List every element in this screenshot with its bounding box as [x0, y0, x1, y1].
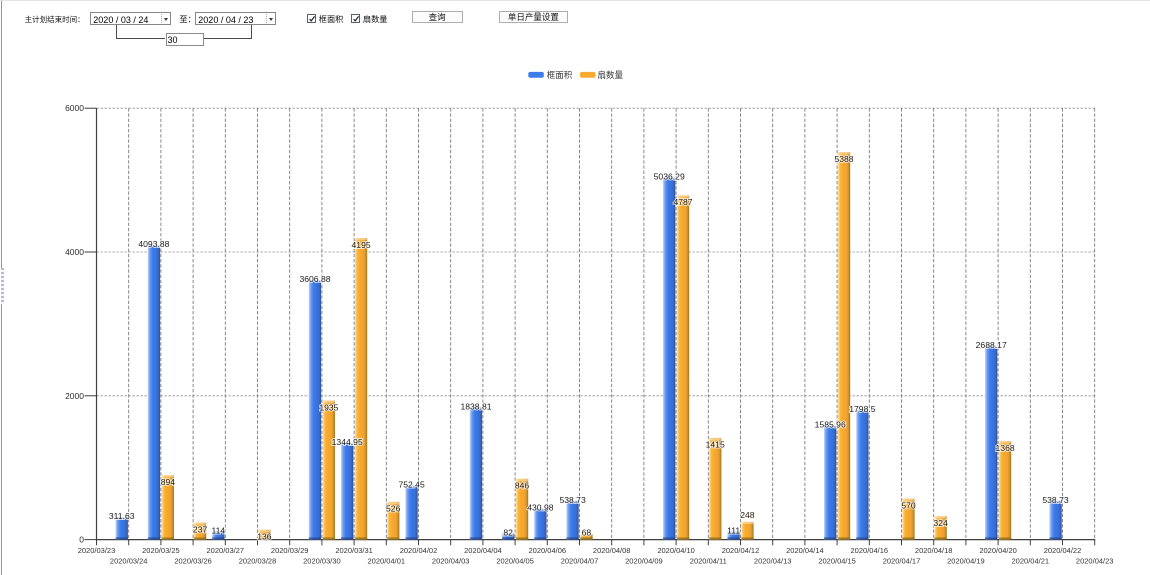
svg-text:526: 526 [386, 504, 401, 514]
svg-text:2020/04/08: 2020/04/08 [593, 546, 631, 555]
svg-text:2020/04/05: 2020/04/05 [496, 556, 534, 565]
svg-text:2020/04/07: 2020/04/07 [561, 556, 599, 565]
svg-text:2020/03/25: 2020/03/25 [142, 546, 180, 555]
svg-text:1585.96: 1585.96 [815, 420, 846, 430]
svg-text:1935: 1935 [319, 402, 338, 412]
svg-text:111: 111 [727, 526, 740, 536]
svg-text:2020/03/24: 2020/03/24 [110, 556, 148, 565]
svg-text:2000: 2000 [65, 391, 84, 401]
svg-text:3606.88: 3606.88 [299, 274, 330, 284]
svg-text:1368: 1368 [996, 443, 1015, 453]
svg-text:5036.29: 5036.29 [654, 171, 685, 181]
svg-text:2020/03/29: 2020/03/29 [271, 546, 309, 555]
svg-text:570: 570 [901, 500, 916, 510]
svg-text:5388: 5388 [834, 154, 853, 164]
svg-text:2020/04/03: 2020/04/03 [432, 556, 470, 565]
svg-text:4000: 4000 [65, 247, 84, 257]
svg-text:114: 114 [211, 525, 225, 535]
svg-text:2020/04/10: 2020/04/10 [657, 546, 695, 555]
svg-text:2020/04/04: 2020/04/04 [464, 546, 502, 555]
svg-text:311.63: 311.63 [109, 511, 135, 521]
svg-text:248: 248 [740, 510, 755, 520]
svg-text:6000: 6000 [65, 103, 84, 113]
svg-text:2020/04/19: 2020/04/19 [947, 556, 985, 565]
svg-text:2020/03/27: 2020/03/27 [207, 546, 245, 555]
svg-text:2020/04/18: 2020/04/18 [915, 546, 953, 555]
svg-text:1415: 1415 [706, 440, 725, 450]
svg-text:2020/04/22: 2020/04/22 [1044, 546, 1082, 555]
svg-text:430.98: 430.98 [527, 503, 554, 513]
svg-text:2020/03/30: 2020/03/30 [303, 556, 341, 565]
svg-text:2020/04/09: 2020/04/09 [625, 556, 663, 565]
svg-text:82: 82 [503, 528, 513, 538]
svg-text:扇数量: 扇数量 [598, 69, 624, 81]
svg-text:2020/04/06: 2020/04/06 [529, 546, 567, 555]
svg-text:894: 894 [161, 477, 176, 487]
svg-text:2688.17: 2688.17 [976, 340, 1007, 350]
svg-text:237: 237 [193, 524, 208, 534]
svg-text:2020/04/12: 2020/04/12 [722, 546, 760, 555]
svg-text:2020/04/02: 2020/04/02 [400, 546, 438, 555]
svg-text:324: 324 [933, 518, 948, 528]
svg-text:1838.81: 1838.81 [460, 401, 491, 411]
svg-text:68: 68 [582, 527, 592, 537]
svg-text:2020/03/31: 2020/03/31 [335, 546, 373, 555]
svg-text:538.73: 538.73 [559, 495, 586, 505]
svg-text:2020/04/20: 2020/04/20 [979, 546, 1017, 555]
svg-text:4787: 4787 [673, 197, 692, 207]
svg-text:4093.88: 4093.88 [138, 239, 169, 249]
svg-text:2020/03/23: 2020/03/23 [78, 546, 116, 555]
svg-text:2020/04/21: 2020/04/21 [1012, 556, 1050, 565]
svg-text:1344.95: 1344.95 [332, 437, 363, 447]
svg-text:1798.5: 1798.5 [849, 404, 876, 414]
svg-text:框面积: 框面积 [547, 69, 573, 81]
svg-text:2020/04/15: 2020/04/15 [818, 556, 856, 565]
svg-text:136: 136 [257, 532, 272, 542]
svg-text:2020/04/23: 2020/04/23 [1076, 556, 1114, 565]
svg-text:2020/04/14: 2020/04/14 [786, 546, 824, 555]
svg-text:846: 846 [515, 481, 530, 491]
svg-text:0: 0 [79, 535, 84, 545]
svg-text:2020/04/01: 2020/04/01 [368, 556, 406, 565]
svg-text:2020/03/28: 2020/03/28 [239, 556, 277, 565]
svg-text:2020/04/16: 2020/04/16 [851, 546, 889, 555]
svg-text:2020/04/17: 2020/04/17 [883, 556, 921, 565]
svg-text:2020/03/26: 2020/03/26 [174, 556, 212, 565]
svg-text:2020/04/11: 2020/04/11 [690, 556, 727, 565]
svg-text:538.73: 538.73 [1042, 495, 1069, 505]
svg-text:752.45: 752.45 [398, 479, 425, 489]
svg-text:2020/04/13: 2020/04/13 [754, 556, 792, 565]
svg-text:4195: 4195 [352, 240, 371, 250]
